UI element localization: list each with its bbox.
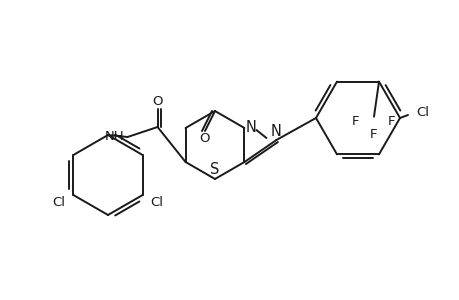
Text: F: F [352,115,359,128]
Text: NH: NH [105,130,124,143]
Text: F: F [387,115,395,128]
Text: O: O [199,133,210,146]
Text: O: O [152,94,162,107]
Text: Cl: Cl [52,196,65,209]
Text: F: F [369,128,377,141]
Text: Cl: Cl [150,196,163,209]
Text: N: N [270,124,281,139]
Text: N: N [246,121,256,136]
Text: S: S [210,163,219,178]
Text: Cl: Cl [415,106,428,119]
